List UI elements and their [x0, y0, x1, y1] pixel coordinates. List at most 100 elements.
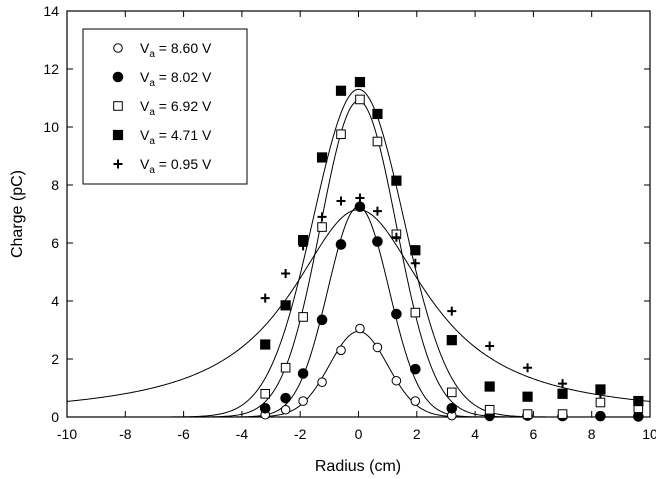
- x-tick-label: 8: [588, 426, 596, 442]
- data-point: [391, 232, 401, 242]
- x-axis-title: Radius (cm): [315, 458, 401, 475]
- x-tick-label: -10: [57, 426, 77, 442]
- series-0: [260, 323, 495, 422]
- legend-var: V: [140, 98, 150, 114]
- series-3: [260, 76, 644, 407]
- y-tick-label: 14: [43, 3, 59, 19]
- data-point: [484, 381, 495, 392]
- data-point: [355, 94, 365, 105]
- data-point: [633, 396, 643, 406]
- x-tick-label: 0: [355, 426, 363, 442]
- data-point: [595, 410, 606, 422]
- data-point: [317, 377, 327, 388]
- x-tick-label: -6: [177, 426, 190, 442]
- x-tick-label: 6: [530, 426, 538, 442]
- data-point: [336, 196, 346, 206]
- data-point: [391, 375, 402, 386]
- data-point: [372, 206, 382, 216]
- legend-var: V: [140, 127, 150, 143]
- data-point: [523, 363, 533, 373]
- y-tick-label: 0: [51, 409, 59, 425]
- legend-var: V: [140, 69, 150, 85]
- data-point: [446, 403, 458, 414]
- data-point: [446, 335, 457, 346]
- x-tick-label: -8: [119, 426, 132, 442]
- data-point: [317, 212, 327, 222]
- data-point: [595, 397, 606, 408]
- data-point: [557, 409, 568, 419]
- data-point: [391, 175, 402, 186]
- legend-marker-filled-square: [112, 129, 124, 141]
- data-point: [259, 403, 271, 414]
- data-point: [335, 239, 347, 250]
- x-tick-label: -4: [236, 426, 249, 442]
- legend-entry-label: Va = 6.92 V: [140, 98, 212, 118]
- data-point: [355, 323, 365, 334]
- fit-curve: [67, 88, 650, 418]
- data-point: [372, 136, 383, 147]
- series-4: [260, 193, 643, 406]
- legend-value: = 6.92 V: [155, 98, 212, 114]
- data-point: [316, 314, 328, 326]
- data-point: [410, 307, 421, 318]
- data-point: [410, 258, 420, 268]
- data-point: [280, 404, 291, 415]
- data-point: [280, 300, 291, 311]
- y-tick-label: 10: [43, 119, 59, 135]
- data-point: [298, 396, 308, 406]
- data-point: [372, 342, 383, 353]
- data-point: [558, 379, 568, 389]
- data-point: [355, 193, 365, 203]
- legend-value: = 0.95 V: [155, 156, 212, 172]
- data-point: [280, 362, 291, 373]
- legend-entry-label: Va = 0.95 V: [140, 156, 212, 176]
- x-tick-label: 4: [471, 426, 479, 442]
- legend-marker-filled-circle: [112, 71, 124, 83]
- data-point: [410, 363, 421, 375]
- data-point: [335, 85, 347, 96]
- data-point: [354, 76, 366, 88]
- legend-subscript: a: [149, 78, 155, 89]
- y-axis-title: Charge (pC): [9, 170, 26, 258]
- y-tick-label: 6: [51, 235, 59, 251]
- data-point: [354, 201, 366, 213]
- legend-subscript: a: [149, 49, 155, 60]
- legend-marker-open-square: [113, 101, 123, 111]
- data-point: [485, 341, 495, 351]
- data-point: [484, 404, 495, 415]
- data-point: [260, 389, 271, 399]
- legend-entry-label: Va = 8.02 V: [140, 69, 212, 89]
- data-point: [557, 388, 568, 399]
- series-2: [260, 94, 644, 419]
- legend-var: V: [140, 40, 150, 56]
- data-point: [595, 389, 605, 399]
- legend-marker-open-circle: [113, 43, 123, 53]
- data-point: [372, 236, 383, 247]
- legend-var: V: [140, 156, 150, 172]
- data-point: [336, 129, 346, 140]
- data-point: [260, 339, 271, 350]
- fit-curve: [67, 330, 650, 418]
- legend-value: = 8.60 V: [155, 40, 212, 56]
- legend-value: = 8.02 V: [155, 69, 212, 85]
- x-tick-label: -2: [294, 426, 307, 442]
- fit-curve: [66, 209, 651, 402]
- legend-subscript: a: [149, 107, 155, 118]
- legend-box: [82, 28, 248, 185]
- legend-subscript: a: [149, 136, 155, 147]
- data-point: [447, 306, 457, 316]
- data-point: [298, 241, 308, 251]
- data-points: [259, 76, 644, 422]
- data-point: [298, 312, 308, 322]
- data-point: [297, 368, 309, 379]
- data-point: [260, 293, 270, 303]
- data-point: [280, 392, 291, 404]
- x-tick-label: 2: [413, 426, 421, 442]
- x-tick-label: 10: [642, 426, 656, 442]
- data-point: [446, 387, 457, 398]
- legend-marker-plus: [113, 159, 123, 169]
- data-point: [281, 268, 291, 278]
- legend-value: = 4.71 V: [155, 127, 212, 143]
- legend-entry-label: Va = 8.60 V: [140, 40, 212, 60]
